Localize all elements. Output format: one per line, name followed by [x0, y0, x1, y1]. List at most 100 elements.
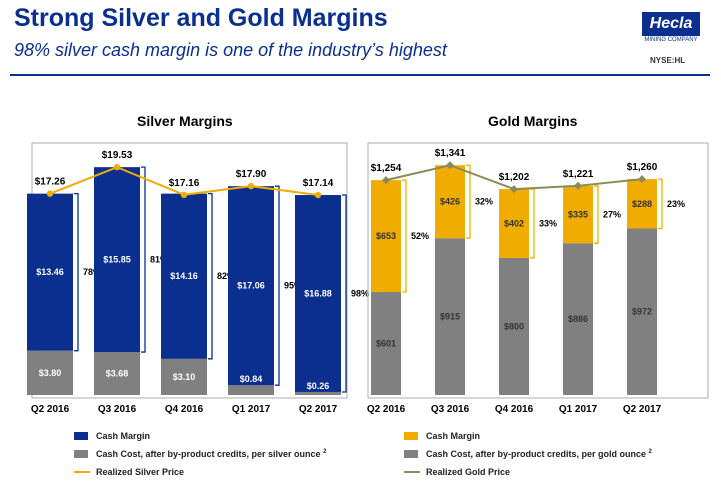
legend-label-text: Cash Cost, after by-product credits, per…	[96, 449, 321, 459]
silver-price-point	[247, 182, 255, 190]
gold-margin-bracket	[402, 179, 407, 293]
silver-margin-pct: 81%	[150, 255, 168, 265]
silver-margin-bracket	[74, 192, 79, 352]
legend-label: Realized Silver Price	[96, 467, 185, 477]
gold-margin-bar	[371, 180, 401, 293]
silver-price-point	[180, 191, 188, 198]
legend-label: Cash Margin	[426, 431, 481, 441]
silver-cost-label: $0.26	[307, 381, 330, 391]
silver-cost-bar	[295, 391, 341, 395]
silver-price-label: $17.14	[303, 178, 334, 189]
legend-swatch-navy	[74, 432, 88, 440]
gold-margin-pct: 27%	[603, 210, 621, 220]
gold-margin-bar	[499, 189, 529, 258]
silver-cost-bar	[228, 385, 274, 395]
silver-price-label: $19.53	[102, 150, 133, 161]
silver-price-point	[314, 191, 322, 199]
silver-margin-bar	[94, 167, 140, 353]
gold-margin-label: $402	[504, 219, 524, 229]
silver-margin-bar	[27, 193, 73, 351]
gold-margin-label: $335	[568, 210, 588, 220]
legend-label: Cash Cost, after by-product credits, per…	[426, 449, 652, 459]
legend-swatch-line	[74, 471, 90, 473]
silver-margin-pct: 82%	[217, 271, 235, 281]
gold-price-label: $1,260	[627, 162, 658, 173]
silver-cost-bar	[27, 350, 73, 395]
silver-margin-label: $15.85	[103, 255, 131, 265]
silver-price-label: $17.26	[35, 177, 66, 188]
logo-wordmark: Hecla	[642, 12, 700, 36]
gold-cost-bar	[627, 228, 657, 395]
gold-margin-pct: 52%	[411, 231, 429, 241]
silver-cost-label: $0.84	[240, 374, 263, 384]
gold-margin-label: $653	[376, 231, 396, 241]
legend-swatch-line	[404, 471, 420, 473]
silver-cost-label: $3.10	[173, 372, 196, 382]
company-logo: Hecla MINING COMPANY	[636, 12, 710, 48]
silver-cost-label: $3.68	[106, 369, 129, 379]
gold-price-label: $1,221	[563, 169, 594, 180]
page-title: Strong Silver and Gold Margins	[14, 4, 388, 32]
gold-price-point	[382, 176, 390, 185]
legend-label-text: Cash Cost, after by-product credits, per…	[426, 449, 647, 459]
legend-label: Realized Gold Price	[426, 467, 511, 477]
legend-swatch-gold	[404, 432, 418, 440]
gold-price-label: $1,341	[435, 148, 466, 159]
gold-cost-label: $601	[376, 339, 396, 349]
ticker-symbol: NYSE:HL	[650, 56, 686, 65]
silver-price-label: $17.16	[169, 178, 200, 189]
gold-cost-label: $800	[504, 321, 524, 331]
legend-swatch-gray	[74, 450, 88, 458]
gold-margin-bar	[627, 179, 657, 229]
gold-margin-pct: 32%	[475, 197, 493, 207]
gold-margin-bracket	[466, 164, 471, 239]
silver-margin-bracket	[141, 166, 146, 353]
legend-label: Cash Margin	[96, 431, 151, 441]
silver-margin-pct: 78%	[83, 267, 101, 277]
silver-price-point	[46, 190, 54, 197]
gold-cost-label: $972	[632, 307, 652, 317]
gold-margin-pct: 23%	[667, 199, 685, 209]
silver-margin-label: $16.88	[304, 289, 332, 299]
silver-margin-bracket	[342, 194, 347, 393]
gold-margin-bracket	[658, 178, 663, 230]
silver-category-label: Q2 2016	[31, 404, 70, 415]
gold-margin-label: $288	[632, 199, 652, 209]
gold-cost-label: $915	[440, 312, 460, 322]
gold-price-point	[510, 185, 518, 194]
silver-margin-pct: 98%	[351, 289, 369, 299]
gold-plot-frame	[367, 142, 709, 399]
silver-category-label: Q3 2016	[98, 404, 137, 415]
gold-chart-title: Gold Margins	[488, 113, 578, 129]
gold-price-point	[638, 175, 646, 184]
silver-cost-bar	[94, 352, 140, 395]
gold-price-point	[446, 161, 454, 170]
gold-category-label: Q4 2016	[495, 404, 534, 415]
silver-category-label: Q1 2017	[232, 404, 271, 415]
legend-swatch-gray	[404, 450, 418, 458]
gold-cost-bar	[499, 257, 529, 395]
silver-margin-bracket	[208, 192, 213, 360]
gold-margin-pct: 33%	[539, 219, 557, 229]
silver-margin-label: $17.06	[237, 281, 265, 291]
silver-price-label: $17.90	[236, 169, 267, 180]
silver-category-label: Q2 2017	[299, 404, 338, 415]
gold-margin-bracket	[594, 185, 599, 244]
silver-price-point	[113, 163, 121, 171]
silver-category-label: Q4 2016	[165, 404, 204, 415]
silver-margin-pct: 95%	[284, 281, 302, 291]
header-divider	[10, 74, 710, 76]
gold-margin-label: $426	[440, 197, 460, 207]
silver-margin-label: $13.46	[36, 267, 64, 277]
gold-price-point	[574, 181, 582, 190]
gold-margin-bracket	[530, 188, 535, 259]
gold-margin-bar	[563, 185, 593, 244]
silver-margin-bar	[228, 186, 274, 386]
silver-chart-title: Silver Margins	[137, 113, 233, 129]
page-subtitle: 98% silver cash margin is one of the ind…	[14, 40, 447, 60]
legend-label: Cash Cost, after by-product credits, per…	[96, 449, 326, 459]
gold-category-label: Q2 2016	[367, 404, 406, 415]
silver-margin-label: $14.16	[170, 271, 198, 281]
silver-cost-bar	[161, 358, 207, 395]
footnote-marker: 2	[648, 449, 652, 455]
